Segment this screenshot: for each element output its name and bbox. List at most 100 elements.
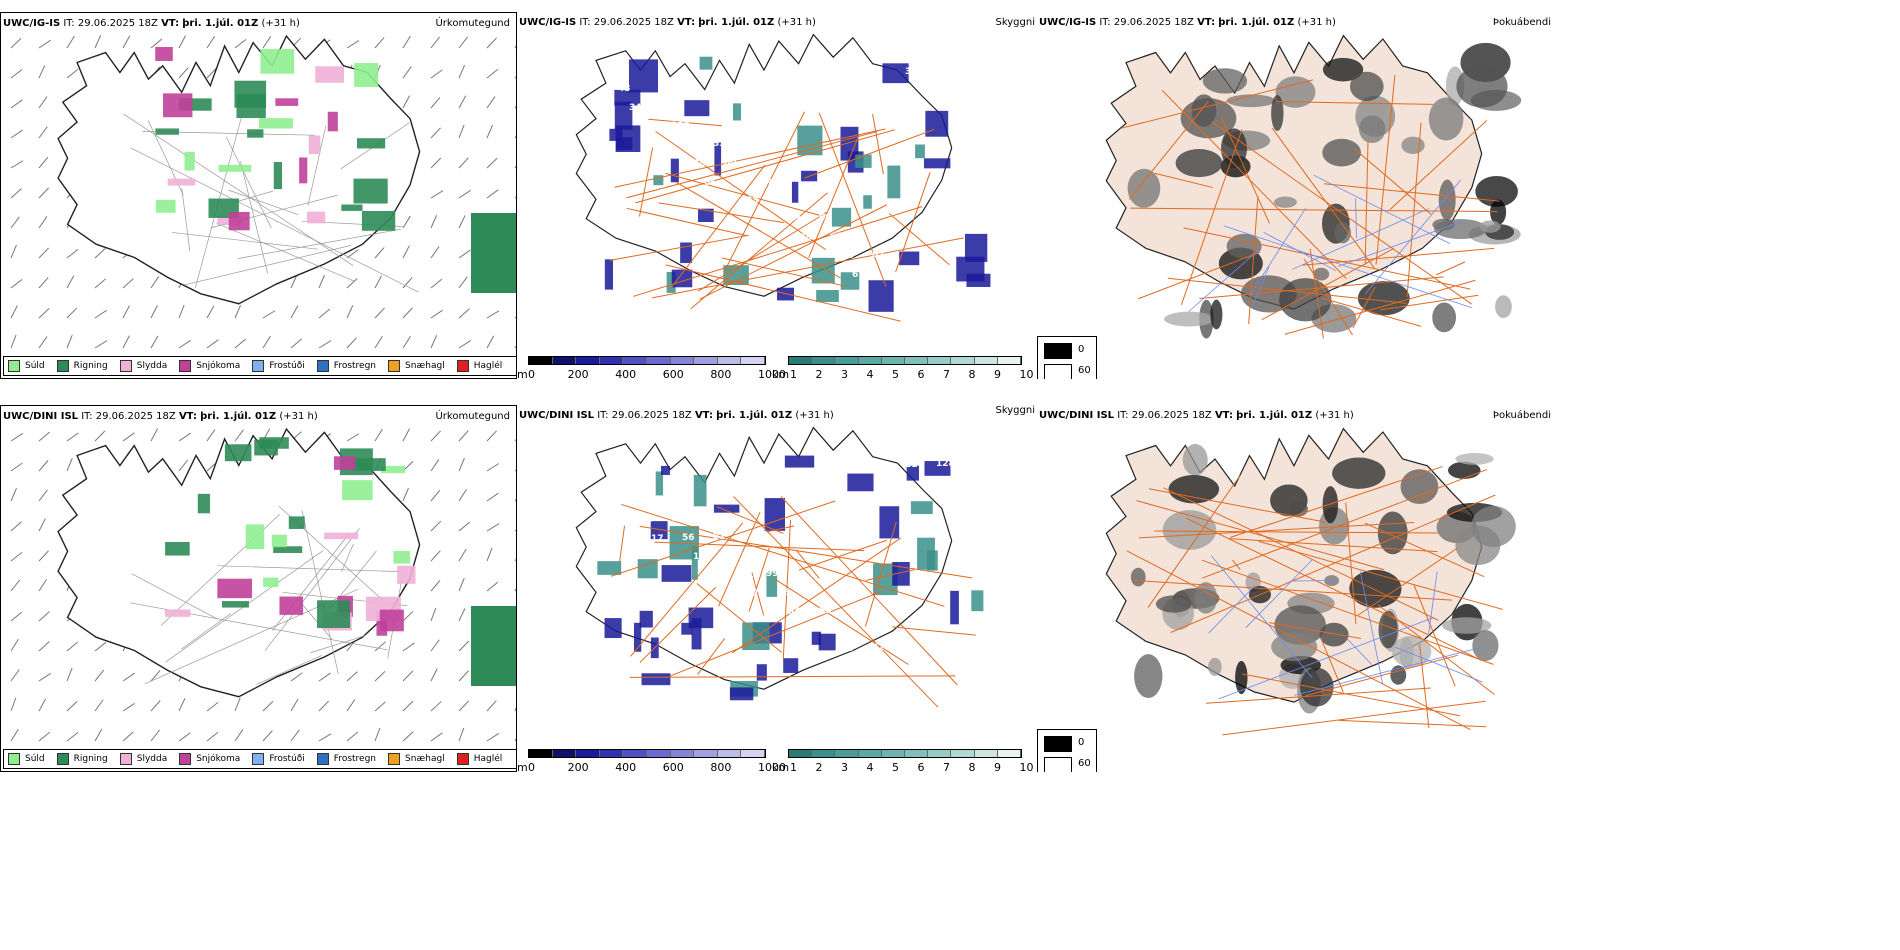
ceiling-label: 11 [799, 626, 812, 636]
colorbar-tick: 8 [968, 368, 976, 379]
visibility-colorbar: km 1 2 3 4 5 6 7 8 9 10 [772, 356, 1034, 379]
legend-label: Slydda [136, 361, 168, 371]
legend-item: Frostregn [316, 360, 377, 372]
ceiling-label: 33 [905, 67, 918, 77]
ceiling-label: 06 [704, 178, 717, 188]
legend-item: Frostúði [252, 360, 305, 372]
colorbar-tick: 2 [815, 761, 823, 772]
colorbar-tick: 10 [1019, 761, 1034, 772]
colorbar-tick: 5 [892, 368, 899, 379]
ceiling-label: 63 [671, 514, 684, 524]
ceiling-label: 60 [830, 232, 843, 242]
colorbar-tick: 4 [866, 761, 874, 772]
colorbar-tick: 3 [841, 761, 848, 772]
colorbar-tick: 6 [917, 368, 925, 379]
fog-map [1105, 427, 1516, 736]
ceiling-label: 62 [872, 643, 885, 653]
ceiling-label: 43 [651, 141, 664, 151]
legend-item: Snjókoma [179, 753, 240, 765]
legend-swatch [56, 753, 69, 765]
ceiling-label: 52 [607, 65, 620, 75]
legend-label: Súld [25, 361, 45, 371]
fog-panel-bottom: UWC/DINI ISL IT: 29.06.2025 18Z VT: þri.… [1037, 405, 1557, 772]
colorbar-tick: 10 [1019, 368, 1034, 379]
precip-panel-bottom: UWC/DINI ISL IT: 29.06.2025 18Z VT: þri.… [0, 405, 517, 772]
ceiling-colorbar: m 0 200 400 600 800 1000 [517, 356, 786, 379]
ceiling-label: 73 [724, 551, 737, 561]
ceiling-label: 69 [735, 177, 748, 187]
ceiling-label: 82 [872, 250, 885, 260]
ceiling-label: 53 [936, 66, 949, 76]
ceiling-label: 84 [788, 607, 801, 617]
fog-map [1105, 34, 1522, 339]
legend-label: Súld [25, 754, 45, 764]
legend-item: Rigning [56, 753, 108, 765]
legend-item: Snæhagl [388, 753, 445, 765]
legend-label: Frostregn [333, 361, 377, 371]
panel-header: UWC/DINI ISL IT: 29.06.2025 18Z VT: þri.… [1039, 410, 1354, 421]
panel-header: UWC/IG-IS IT: 29.06.2025 18Z VT: þri. 1.… [3, 18, 300, 29]
ceiling-label: 08 [841, 251, 854, 261]
legend-swatch [8, 753, 20, 765]
ceiling-label: 34 [629, 103, 642, 113]
panel-header: UWC/IG-IS IT: 29.06.2025 18Z VT: þri. 1.… [519, 17, 816, 28]
ceiling-label: 12 [947, 85, 960, 95]
ceiling-label: 128 [936, 459, 955, 469]
ceiling-label: 77 [660, 495, 673, 505]
legend-swatch [179, 360, 192, 372]
legend-item: Slydda [119, 360, 168, 372]
colorbar-tick: 1000 [758, 368, 786, 379]
legend-label: Rigning [73, 361, 108, 371]
ceiling-label: 81 [713, 532, 726, 542]
colorbar-tick: 800 [710, 761, 732, 772]
legend-swatch [388, 753, 401, 765]
legend-label: Haglél [473, 754, 503, 764]
ceiling-label: 106 [925, 680, 944, 690]
ceiling-label: 33 [713, 139, 726, 149]
colorbar-tick: 6 [917, 761, 925, 772]
legend-item: Frostúði [252, 753, 305, 765]
ceiling-label: 66 [883, 269, 896, 279]
ceiling-colorbar: m 0 200 400 600 800 1000 [517, 749, 786, 772]
legend-swatch [316, 753, 329, 765]
legend-item: Snjókoma [179, 360, 240, 372]
legend-label: Snæhagl [405, 361, 445, 371]
legend-swatch [456, 753, 469, 765]
ceiling-label: 84 [640, 122, 653, 132]
ceiling-label: 96 [777, 588, 790, 598]
ceiling-label: 17 [651, 534, 664, 544]
cloud-panel-bottom: UWC/DINI ISL IT: 29.06.2025 18Z VT: þri.… [517, 405, 1037, 772]
colorbar-tick: 4 [866, 368, 874, 379]
ceiling-label: 70 [841, 644, 854, 654]
legend-label: Frostregn [333, 754, 377, 764]
legend-item: Haglél [456, 753, 503, 765]
colorbar-tick: 200 [567, 368, 589, 379]
legend-swatch [456, 360, 469, 372]
colorbar-tick: 1000 [758, 761, 786, 772]
ceiling-label: 80 [724, 158, 737, 168]
ceiling-label: 98 [640, 515, 653, 525]
ceiling-label: 35 [894, 681, 907, 691]
legend-swatch [252, 360, 265, 372]
colorbar-tick: 7 [943, 761, 950, 772]
cloud-map: 85 77 81 99 83 62 106 113 63 73 96 81 95 128 64 56 411 84… [575, 426, 984, 708]
colorbar-tick: 600 [662, 368, 684, 379]
colorbar-tick: 5 [892, 761, 899, 772]
panel-header: UWC/DINI ISL IT: 29.06.2025 18Z VT: þri.… [3, 411, 318, 422]
ceiling-label: 88 [799, 233, 812, 243]
colorbar-tick: 0 [528, 761, 535, 772]
ceiling-label: 67 [852, 270, 865, 280]
legend-item: Snæhagl [388, 360, 445, 372]
panel-header: UWC/DINI ISL IT: 29.06.2025 18Z VT: þri.… [519, 410, 834, 421]
ceiling-label: 56 [682, 533, 695, 543]
precip-map [10, 34, 516, 349]
ceiling-label: 92 [682, 140, 695, 150]
cloud-panel-top: UWC/IG-IS IT: 29.06.2025 18Z VT: þri. 1.… [517, 12, 1037, 379]
legend-item: Súld [8, 360, 45, 372]
panel-title: Þokuábendi [1492, 410, 1551, 421]
ceiling-label: 21 [905, 460, 918, 470]
legend-swatch [56, 360, 69, 372]
colorbar-tick: 7 [943, 368, 950, 379]
ceiling-label: 95 [883, 662, 896, 672]
legend-swatch [8, 360, 20, 372]
